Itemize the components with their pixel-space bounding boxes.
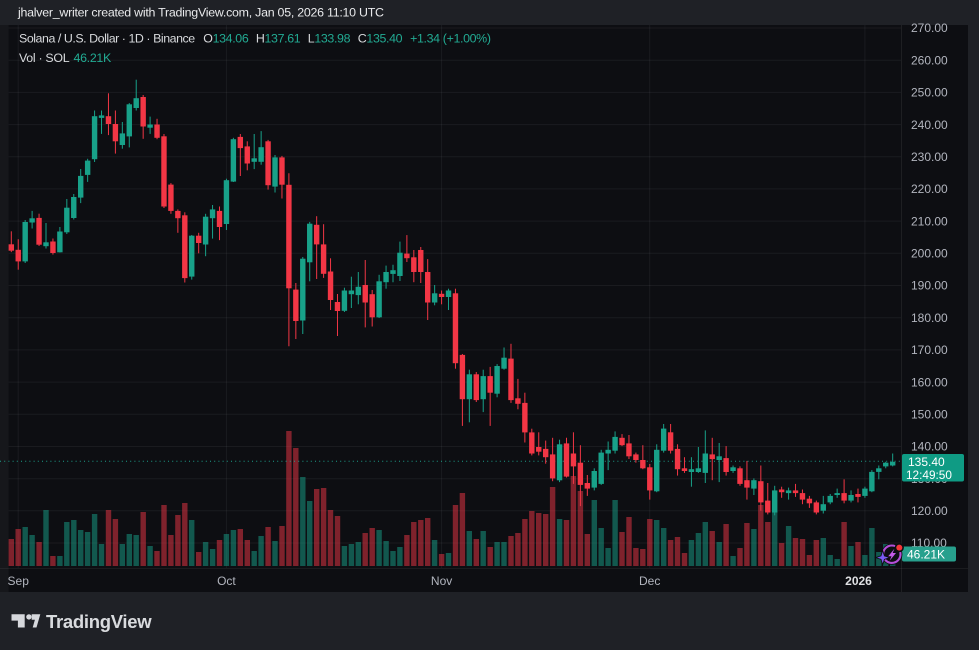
svg-text:12:49:50: 12:49:50 [906, 468, 952, 482]
svg-text:Sep: Sep [8, 574, 30, 588]
svg-text:150.00: 150.00 [911, 408, 948, 422]
svg-text:200.00: 200.00 [911, 247, 948, 261]
svg-text:170.00: 170.00 [911, 343, 948, 357]
svg-text:jhalver_writer created with Tr: jhalver_writer created with TradingView.… [17, 6, 384, 20]
svg-text:TradingView: TradingView [46, 611, 152, 632]
svg-text:+1.34 (+1.00%): +1.34 (+1.00%) [410, 32, 491, 46]
svg-text:270.00: 270.00 [911, 21, 948, 35]
svg-text:140.00: 140.00 [911, 440, 948, 454]
svg-text:Nov: Nov [431, 574, 452, 588]
svg-text:46.21K: 46.21K [74, 51, 113, 65]
svg-text:180.00: 180.00 [911, 311, 948, 325]
svg-text:220.00: 220.00 [911, 182, 948, 196]
svg-text:O134.06: O134.06 [203, 32, 249, 46]
svg-text:H137.61: H137.61 [256, 32, 301, 46]
svg-text:Solana / U.S. Dollar · 1D · Bi: Solana / U.S. Dollar · 1D · Binance [19, 32, 195, 46]
svg-text:2026: 2026 [845, 574, 872, 588]
svg-text:160.00: 160.00 [911, 375, 948, 389]
svg-text:46.21K: 46.21K [907, 548, 945, 562]
svg-text:Oct: Oct [217, 574, 236, 588]
svg-text:190.00: 190.00 [911, 279, 948, 293]
svg-text:Dec: Dec [639, 574, 660, 588]
svg-text:135.40: 135.40 [908, 455, 945, 469]
svg-text:120.00: 120.00 [911, 504, 948, 518]
svg-text:230.00: 230.00 [911, 150, 948, 164]
svg-text:Vol · SOL: Vol · SOL [19, 51, 70, 65]
svg-text:250.00: 250.00 [911, 86, 948, 100]
svg-text:L133.98: L133.98 [308, 32, 351, 46]
svg-text:260.00: 260.00 [911, 53, 948, 67]
svg-text:C135.40: C135.40 [358, 32, 403, 46]
svg-text:240.00: 240.00 [911, 118, 948, 132]
svg-text:210.00: 210.00 [911, 214, 948, 228]
